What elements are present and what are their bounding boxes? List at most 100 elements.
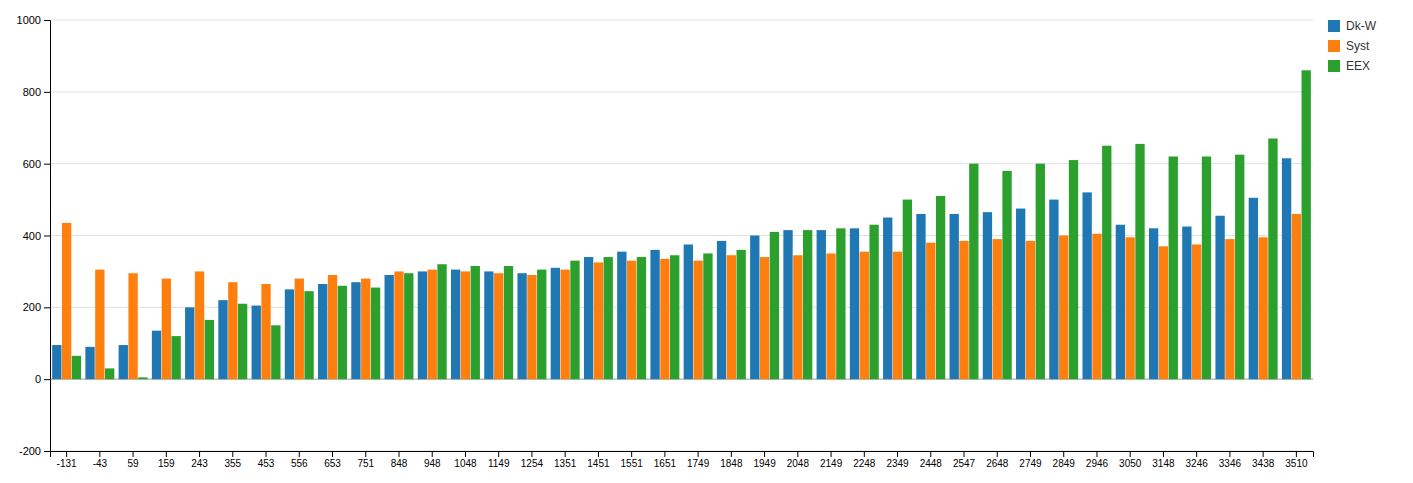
x-tick: 3246 [1186, 451, 1209, 469]
y-tick: 200 [23, 301, 50, 313]
x-tick: 1749 [687, 451, 710, 469]
bar [451, 270, 460, 380]
chart: -20002004006008001000-131-43591592433554… [0, 0, 1413, 483]
bar [1049, 200, 1058, 380]
bar [128, 273, 137, 379]
bar [803, 230, 812, 379]
x-tick-mark [764, 451, 765, 457]
x-tick-label: 243 [191, 458, 208, 469]
bar [119, 345, 128, 379]
bar [484, 271, 493, 379]
x-tick: 1551 [621, 451, 644, 469]
bar [684, 244, 693, 379]
x-tick: 948 [424, 451, 441, 469]
x-tick: 3438 [1252, 451, 1275, 469]
bar [1102, 146, 1111, 379]
bar [351, 282, 360, 379]
bar [1026, 241, 1035, 379]
x-tick-label: 2349 [886, 458, 909, 469]
bar [62, 223, 71, 379]
x-tick-mark [664, 451, 665, 457]
bar [561, 270, 570, 380]
x-tick-mark [266, 451, 267, 457]
legend-item: Syst [1328, 39, 1370, 53]
bar [1159, 246, 1168, 379]
bar [594, 262, 603, 379]
bar [527, 275, 536, 379]
x-tick-label: 1949 [753, 458, 776, 469]
bar [926, 243, 935, 379]
series [62, 214, 1301, 379]
y-tick-label: 400 [23, 230, 41, 242]
x-tick-label: 3346 [1219, 458, 1242, 469]
grid [50, 20, 1313, 451]
x-tick-mark [133, 451, 134, 457]
x-tick-label: 3438 [1252, 458, 1275, 469]
bar [328, 275, 337, 379]
bar [903, 200, 912, 380]
x-tick-label: 2749 [1019, 458, 1042, 469]
bar [1215, 216, 1224, 379]
bar [1092, 234, 1101, 379]
y-tick-label: 800 [23, 86, 41, 98]
x-axis-line [51, 452, 1314, 458]
y-tick-mark [44, 379, 50, 380]
x-tick: 2248 [853, 451, 876, 469]
grid-line [50, 20, 1313, 21]
x-tick: 1451 [587, 451, 610, 469]
x-tick-mark [332, 451, 333, 457]
legend-swatch [1328, 20, 1340, 32]
bar [916, 214, 925, 379]
bar [162, 279, 171, 380]
x-tick-mark [797, 451, 798, 457]
x-tick-mark [897, 451, 898, 457]
x-tick: -43 [93, 451, 108, 469]
bar [394, 271, 403, 379]
x-tick-label: 848 [391, 458, 408, 469]
x-tick-label: 453 [258, 458, 275, 469]
x-tick: -131 [57, 451, 77, 469]
bar [404, 273, 413, 379]
plot: -20002004006008001000-131-43591592433554… [17, 14, 1314, 469]
bar [95, 270, 104, 380]
x-tick-mark [99, 451, 100, 457]
x-tick-mark [531, 451, 532, 457]
x-tick: 1651 [654, 451, 677, 469]
x-tick: 2349 [886, 451, 909, 469]
x-tick-label: 159 [158, 458, 175, 469]
bar [1036, 164, 1045, 380]
x-tick-mark [199, 451, 200, 457]
legend-swatch [1328, 40, 1340, 52]
x-tick-label: 3050 [1119, 458, 1142, 469]
bar [295, 279, 304, 380]
bar [637, 257, 646, 379]
bar [604, 257, 613, 379]
x-tick: 2946 [1086, 451, 1109, 469]
bar [693, 261, 702, 380]
bar [1169, 156, 1178, 379]
x-tick-mark [1196, 451, 1197, 457]
legend-swatch [1328, 60, 1340, 72]
bars [52, 70, 1311, 379]
x-tick-mark [964, 451, 965, 457]
y-tick: -200 [19, 445, 50, 457]
bar [703, 253, 712, 379]
bar [228, 282, 237, 379]
bar [670, 255, 679, 379]
x-tick-mark [398, 451, 399, 457]
bar [318, 284, 327, 379]
x-tick: 2547 [953, 451, 976, 469]
x-tick-label: 653 [324, 458, 341, 469]
x-tick-label: 2248 [853, 458, 876, 469]
bar [72, 356, 81, 379]
x-tick-mark [997, 451, 998, 457]
x-tick-mark [1063, 451, 1064, 457]
bar [869, 225, 878, 379]
x-tick-mark [1296, 451, 1297, 457]
bar [1249, 198, 1258, 379]
series [72, 70, 1311, 379]
bar [1116, 225, 1125, 379]
x-tick-label: 751 [357, 458, 374, 469]
y-tick-mark [44, 164, 50, 165]
bar [617, 252, 626, 380]
